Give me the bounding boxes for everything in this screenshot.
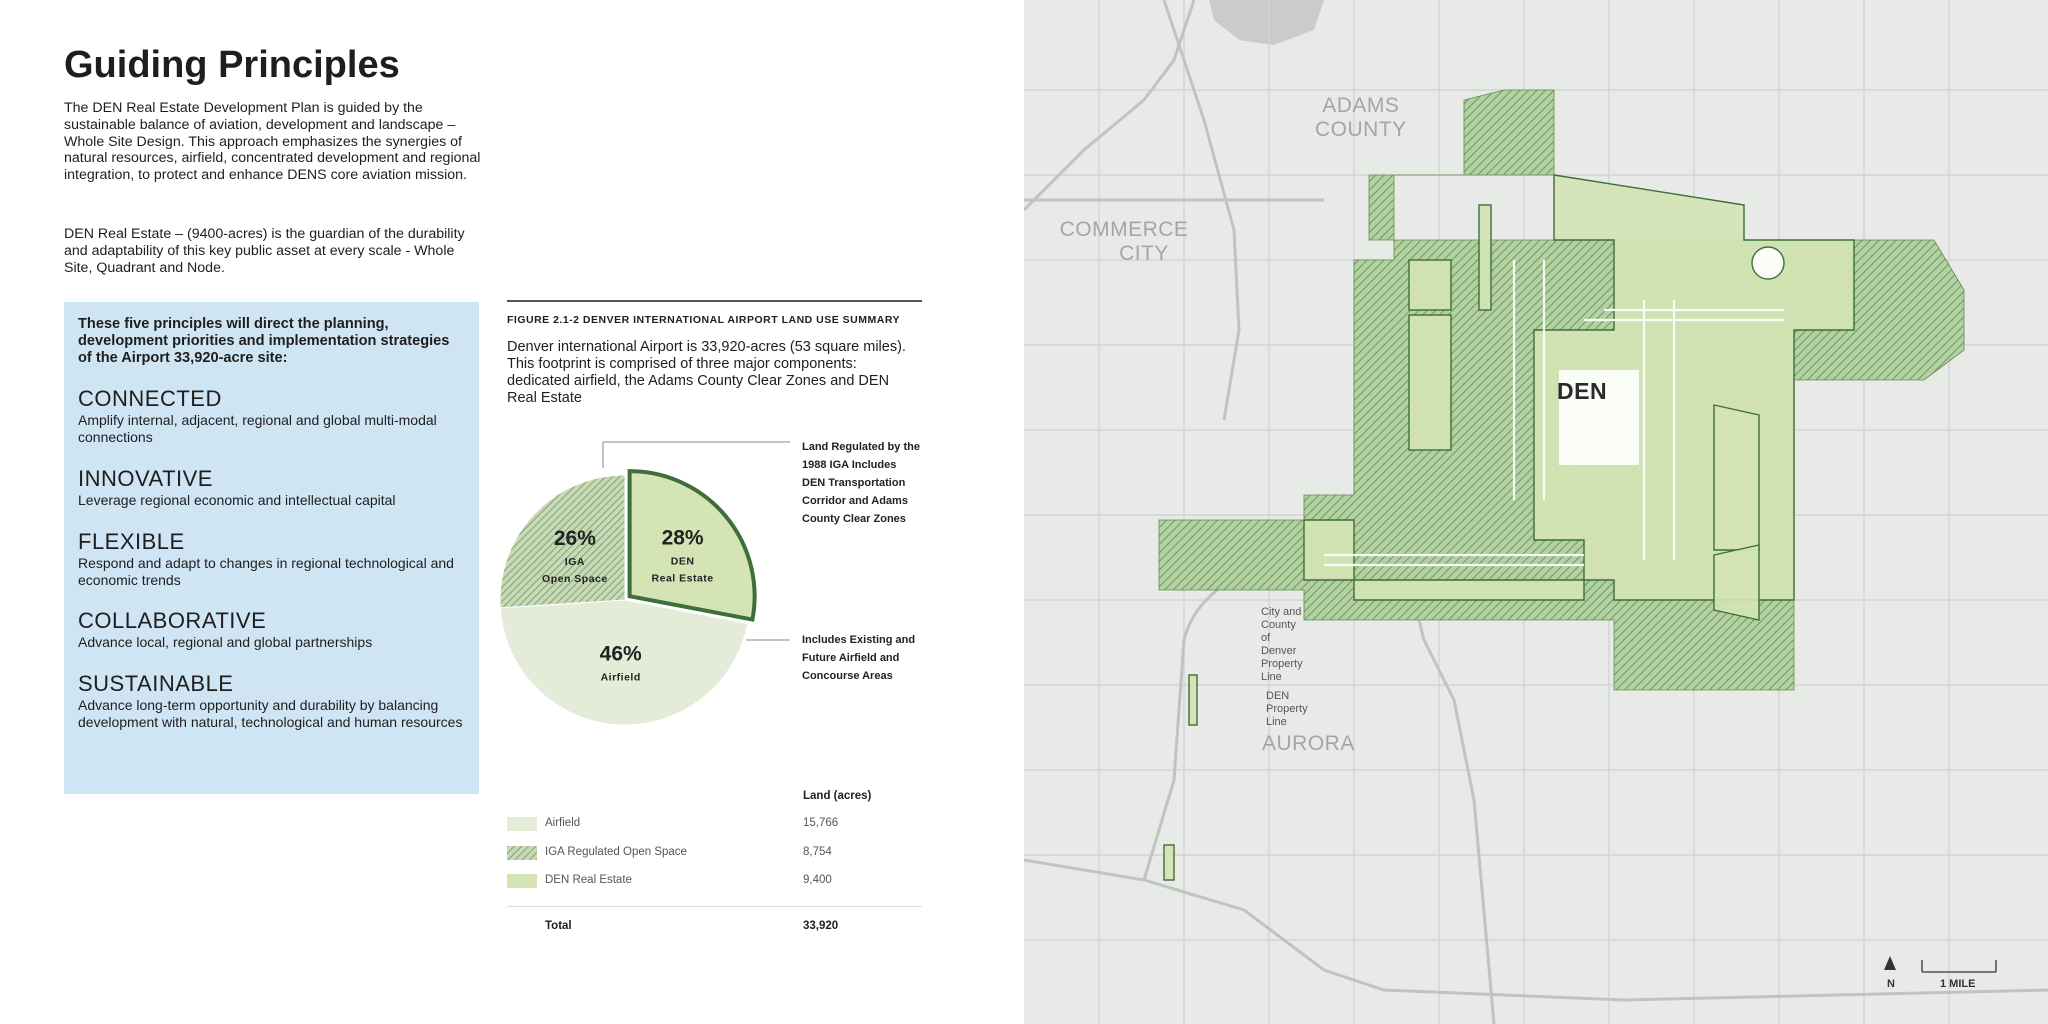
pie-slice-3	[500, 474, 626, 609]
legend-swatch	[507, 817, 537, 831]
intro-paragraph-1: The DEN Real Estate Development Plan is …	[64, 100, 481, 184]
principle-desc: Amplify internal, adjacent, regional and…	[78, 412, 437, 446]
map-label-adams-county: ADAMS COUNTY	[1315, 94, 1407, 141]
north-arrow-icon	[1884, 956, 1896, 970]
airport-map: ADAMS COUNTY COMMERCE CITY AURORA City a…	[1024, 0, 2048, 1024]
legend-header: Land (acres)	[803, 790, 872, 802]
legend-row-airfield: Airfield 15,766	[507, 816, 922, 834]
principle-connected: CONNECTED Amplify internal, adjacent, re…	[78, 388, 465, 446]
pie-name-label-1-2: Real Estate	[652, 572, 714, 584]
callout-airfield: Includes Existing and Future Airfield an…	[802, 634, 916, 682]
land-use-pie-chart: 28% DEN Real Estate 46% Airfield 26% IGA Open S…	[500, 441, 790, 726]
den-real-estate	[1163, 174, 1855, 881]
map-label-city-line-2: Property Line	[1261, 658, 1303, 683]
legend-value: 15,766	[803, 817, 839, 829]
map-label-aurora: AURORA	[1262, 732, 1355, 755]
principle-sustainable: SUSTAINABLE Advance long-term opportunit…	[78, 673, 465, 731]
principle-title: SUSTAINABLE	[78, 671, 234, 697]
pie-name-label-3-2: Open Space	[542, 573, 608, 585]
map-label-commerce: COMMERCE	[1059, 218, 1189, 241]
legend-value: 8,754	[803, 846, 832, 858]
legend-swatch	[507, 846, 537, 860]
pie-slice-2	[500, 599, 749, 726]
principle-collaborative: COLLABORATIVE Advance local, regional an…	[78, 610, 465, 651]
figure-description: Denver international Airport is 33,920-a…	[507, 339, 906, 406]
principle-desc: Respond and adapt to changes in regional…	[78, 554, 454, 588]
legend-value: 9,400	[803, 874, 832, 886]
legend-label: DEN Real Estate	[545, 874, 632, 886]
map-label-commerce-city: COMMERCE CITY	[1059, 218, 1189, 266]
principle-desc: Advance local, regional and global partn…	[78, 634, 373, 651]
pie-pct-label-2: 46%	[600, 643, 642, 666]
intro-paragraph-2: DEN Real Estate – (9400-acres) is the gu…	[64, 226, 465, 276]
left-page: Guiding Principles The DEN Real Estate D…	[64, 44, 922, 932]
principle-desc: Leverage regional economic and intellect…	[78, 491, 396, 508]
figure-title: Figure 2.1-2 Denver International Airpor…	[507, 314, 901, 326]
legend-row-real-estate: DEN Real Estate 9,400	[507, 873, 922, 891]
pie-slice-1	[627, 469, 757, 622]
legend-row-open-space: IGA Regulated Open Space 8,754	[507, 845, 922, 863]
north-label: N	[1887, 978, 1895, 990]
pie-name-label-2-1: Airfield	[601, 672, 641, 684]
legend-total-label: Total	[545, 920, 572, 932]
principle-flexible: FLEXIBLE Respond and adapt to changes in…	[78, 528, 465, 589]
principle-desc: Advance long-term opportunity and durabi…	[78, 697, 463, 730]
map-label-city-line-1: City and County of Denver	[1261, 606, 1302, 657]
legend-swatch	[507, 874, 537, 888]
pie-pct-label-3: 26%	[554, 527, 596, 550]
lake	[1209, 0, 1324, 45]
scale-bar	[1921, 960, 1997, 973]
map-label-den-property-line: DEN Property Line	[1266, 690, 1308, 728]
principle-title: COLLABORATIVE	[78, 608, 267, 634]
pie-name-label-3-1: IGA	[565, 556, 585, 568]
map-label-den: DEN	[1557, 378, 1608, 404]
principle-title: INNOVATIVE	[78, 465, 213, 491]
scale-label: 1 MILE	[1940, 978, 1976, 990]
runways	[1324, 260, 1784, 567]
principle-innovative: INNOVATIVE Leverage regional economic an…	[78, 465, 465, 509]
pie-name-label-1-1: DEN	[671, 555, 695, 567]
terminal-area	[1559, 370, 1639, 465]
legend-label: IGA Regulated Open Space	[545, 846, 687, 858]
principles-intro: These five principles will direct the pl…	[78, 316, 450, 366]
figure-rule	[507, 300, 922, 302]
legend-rule	[507, 906, 922, 907]
legend-total-value: 33,920	[803, 920, 839, 932]
callout-iga-land: Land Regulated by the 1988 IGA Includes …	[802, 441, 920, 525]
map-label-city: CITY	[1119, 242, 1169, 265]
principles-box: These five principles will direct the pl…	[64, 302, 479, 794]
page-title: Guiding Principles	[64, 44, 400, 86]
map-label-city-line: City and County of Denver Property Line	[1261, 606, 1303, 684]
principle-title: FLEXIBLE	[78, 528, 185, 554]
legend-label: Airfield	[545, 817, 581, 829]
principle-title: CONNECTED	[78, 386, 222, 412]
pie-pct-label-1: 28%	[662, 526, 704, 549]
map-canvas	[1024, 0, 2048, 1024]
